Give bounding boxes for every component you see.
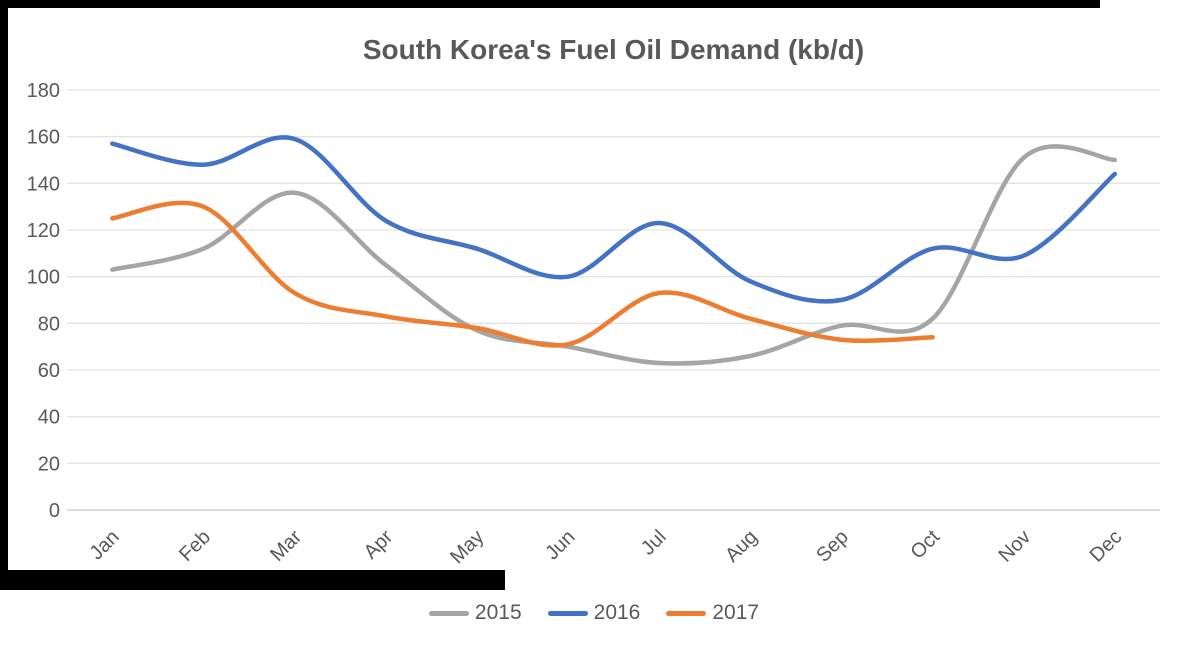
y-tick-label-0: 0 (49, 500, 60, 522)
legend-item-2017: 2017 (666, 601, 759, 625)
legend-dash-2015-icon (428, 610, 469, 616)
x-tick-label-may: May (446, 526, 488, 568)
legend-item-2015: 2015 (428, 601, 522, 625)
legend-item-2016: 2016 (547, 601, 641, 625)
x-tick-label-nov: Nov (995, 526, 1036, 567)
legend-label-2017: 2017 (712, 601, 760, 624)
y-tick-label-40: 40 (38, 407, 60, 429)
chart-title: South Korea's Fuel Oil Demand (kb/d) (362, 34, 865, 65)
x-tick-label-sep: Sep (812, 526, 853, 567)
x-tick-label-aug: Aug (721, 526, 762, 567)
series-line-2015 (110, 144, 1118, 366)
legend-label-2015: 2015 (474, 601, 522, 624)
black-frame-bottom-band (0, 570, 505, 590)
y-tick-label-20: 20 (38, 453, 60, 475)
series-line-2017 (110, 200, 935, 348)
x-tick-label-oct: Oct (907, 526, 945, 564)
x-tick-label-dec: Dec (1086, 526, 1127, 567)
legend-dash-2016-icon (547, 610, 588, 616)
black-frame-top (0, 0, 1100, 8)
legend-dash-2017-icon (666, 610, 707, 616)
x-tick-label-jan: Jan (85, 526, 123, 564)
legend-label-2016: 2016 (593, 601, 641, 624)
x-tick-label-mar: Mar (266, 526, 306, 566)
y-tick-label-120: 120 (27, 220, 60, 242)
x-tick-label-jun: Jun (541, 526, 579, 564)
y-tick-label-140: 140 (27, 173, 60, 195)
y-tick-label-60: 60 (38, 360, 60, 382)
x-tick-label-jul: Jul (637, 526, 671, 560)
legend: 2015 2016 2017 (0, 601, 1188, 625)
y-tick-label-100: 100 (27, 267, 60, 289)
y-tick-label-80: 80 (38, 313, 60, 335)
black-frame-left (0, 0, 8, 590)
y-tick-label-160: 160 (27, 127, 60, 149)
series-line-2016 (110, 135, 1118, 304)
y-tick-label-180: 180 (27, 80, 60, 102)
x-tick-label-feb: Feb (175, 526, 215, 566)
x-tick-label-apr: Apr (360, 526, 398, 564)
